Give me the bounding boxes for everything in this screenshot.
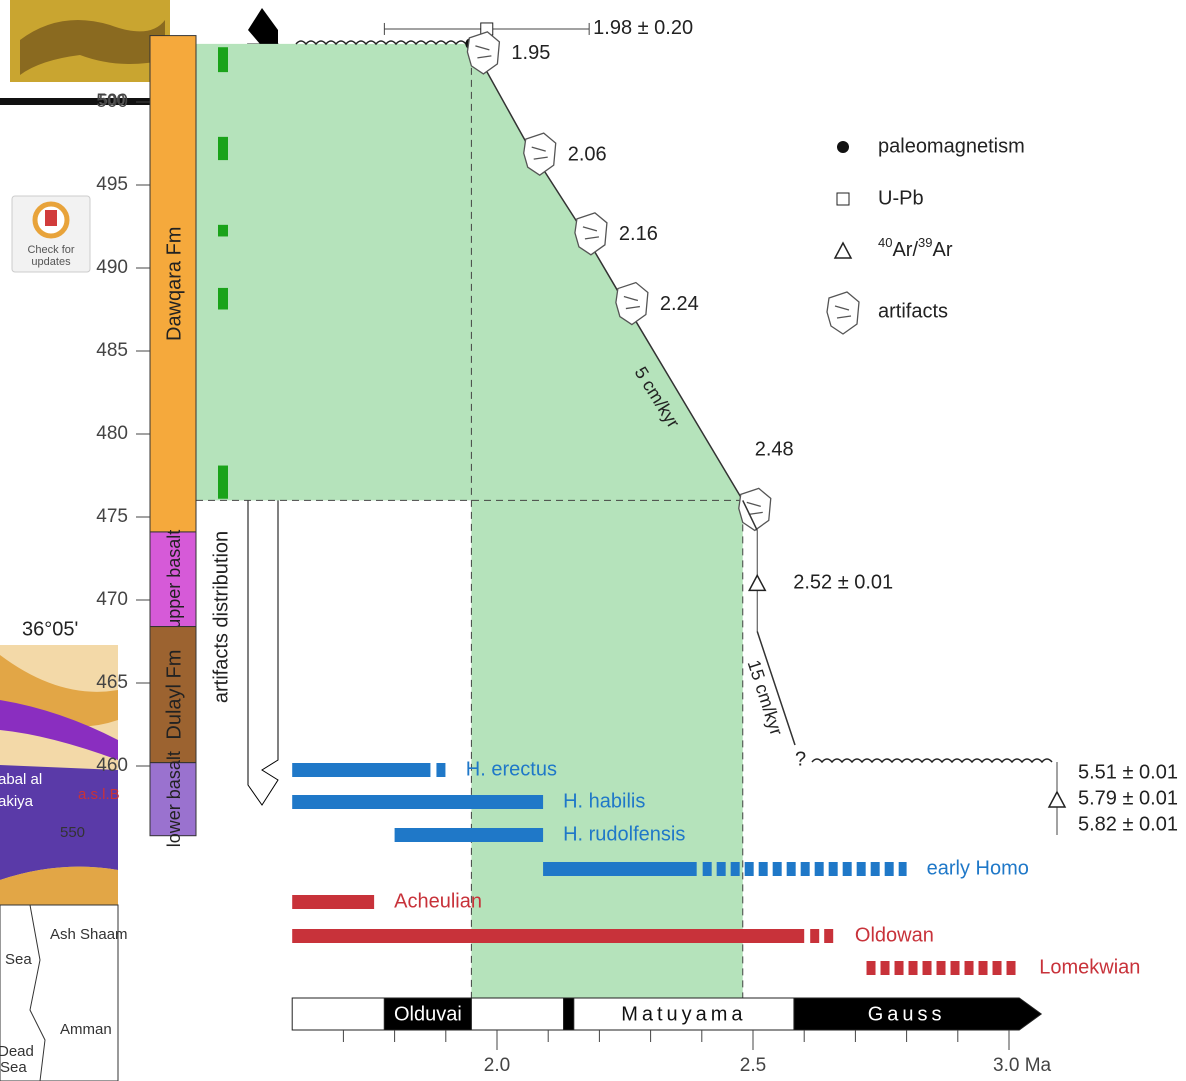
artifact-layer <box>218 225 228 237</box>
artifact-layer <box>218 47 228 72</box>
legend-label: U-Pb <box>878 187 924 209</box>
legend-label-part: 39 <box>918 235 932 250</box>
polarity-label: Matuyama <box>621 1003 746 1025</box>
range-bar <box>292 929 804 943</box>
x-tick-label: 2.5 <box>740 1055 766 1076</box>
range-label: Oldowan <box>855 924 934 946</box>
formation-label: lower basalt <box>164 751 184 847</box>
question: ? <box>795 748 806 770</box>
badge-icon <box>45 210 57 226</box>
polarity-segment <box>471 998 563 1030</box>
range-bar <box>292 763 430 777</box>
legend-label-part: 40 <box>878 235 892 250</box>
y-tick-label: 485 <box>96 340 128 361</box>
map-label: abal al <box>0 771 42 788</box>
artifact-age: 2.16 <box>619 223 658 245</box>
artifact-age: 2.48 <box>755 439 794 461</box>
range-label: Acheulian <box>394 890 482 912</box>
range-label: H. habilis <box>563 790 645 812</box>
artifact-age: 1.95 <box>511 42 550 64</box>
ar-marker <box>749 575 765 590</box>
range-label: H. erectus <box>466 758 557 780</box>
y-tick-label: 480 <box>96 423 128 444</box>
range-label: early Homo <box>927 857 1029 879</box>
artifact-age: 2.24 <box>660 293 699 315</box>
legend-marker <box>837 141 849 153</box>
page: {"figure": { "type": "age-depth", "badge… <box>0 0 1186 1081</box>
artifact-layer <box>218 137 228 160</box>
polarity-label: Olduvai <box>394 1003 462 1025</box>
x-tick-label: 2.0 <box>484 1055 510 1076</box>
legend-label-part: Ar/ <box>892 239 918 261</box>
legend-label-part: Ar <box>933 239 953 261</box>
range-bar <box>292 795 543 809</box>
map-label: Amman <box>60 1021 112 1038</box>
map-label: 550 <box>60 824 85 841</box>
formation-label: Dawqara Fm <box>163 227 185 341</box>
badge-text: updates <box>31 256 71 268</box>
y-tick-label: 500 <box>96 91 128 112</box>
litho <box>248 8 278 44</box>
artifact-age: 2.06 <box>568 143 607 165</box>
map-label: Ash Shaam <box>50 926 128 943</box>
polarity-label: Gauss <box>868 1003 946 1025</box>
map-label: Sea <box>5 951 32 968</box>
date-label: 5.82 ± 0.01 <box>1078 813 1178 835</box>
range-label: Lomekwian <box>1039 956 1140 978</box>
map-label: a.s.l.B <box>78 786 120 803</box>
ar-marker <box>1049 792 1065 807</box>
range-bar <box>543 862 697 876</box>
y-tick-label: 495 <box>96 174 128 195</box>
map-label: Sea <box>0 1059 27 1076</box>
legend-label: artifacts <box>878 300 948 322</box>
map-label: Dead <box>0 1043 34 1060</box>
rate-label: 15 cm/kyr <box>744 657 787 737</box>
formation-label: upper basalt <box>164 530 184 629</box>
range-bar <box>292 895 374 909</box>
legend-marker <box>827 292 859 334</box>
x-tick-label: 3.0 Ma <box>993 1055 1052 1076</box>
map-longitude: 36°05' <box>22 618 78 640</box>
formation-label: Dulayl Fm <box>163 650 185 740</box>
y-tick-label: 490 <box>96 257 128 278</box>
date-label: 5.79 ± 0.01 <box>1078 787 1178 809</box>
y-tick-label: 460 <box>96 755 128 776</box>
date-label: 1.98 ± 0.20 <box>593 17 693 39</box>
figure: 500 Check forupdates abal al akiya a.s.l.B 55… <box>0 0 1186 1081</box>
y-tick-label: 475 <box>96 506 128 527</box>
unconformity <box>812 759 1052 762</box>
polarity-segment <box>564 998 574 1030</box>
unconformity <box>296 41 476 44</box>
polarity-segment <box>292 998 384 1030</box>
artifact-layer <box>218 466 228 499</box>
legend-label: paleomagnetism <box>878 135 1025 157</box>
date-label: 5.51 ± 0.01 <box>1078 761 1178 783</box>
map-label: akiya <box>0 793 34 810</box>
y-tick-label: 465 <box>96 672 128 693</box>
badge-text: Check for <box>27 244 74 256</box>
legend-label: 40Ar/39Ar <box>878 235 953 261</box>
range-bar <box>395 828 543 842</box>
artifacts-label: artifacts distribution <box>210 531 232 703</box>
artifact-layer <box>218 288 228 310</box>
date-label: 2.52 ± 0.01 <box>793 572 893 594</box>
legend-marker <box>837 193 849 205</box>
legend-marker <box>835 243 851 258</box>
y-tick-label: 470 <box>96 589 128 610</box>
range-label: H. rudolfensis <box>563 823 685 845</box>
